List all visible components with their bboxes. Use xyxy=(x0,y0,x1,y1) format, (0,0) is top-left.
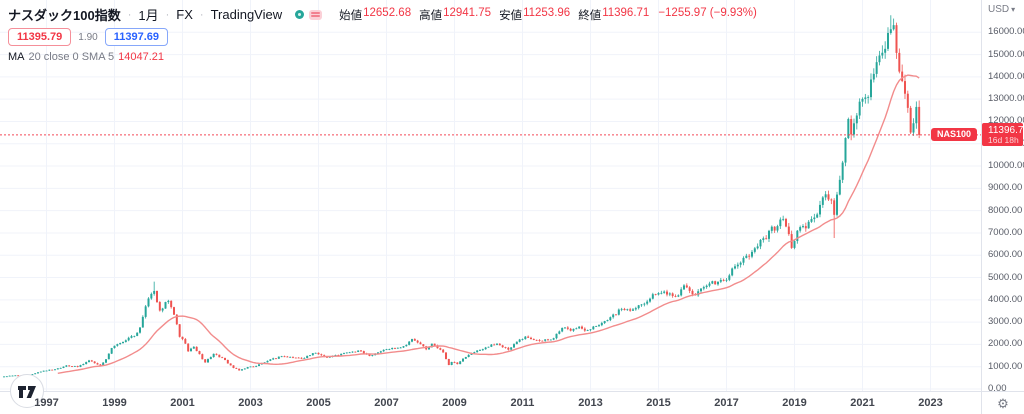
indicator-name: MA xyxy=(8,51,25,63)
market-label: FX xyxy=(176,7,193,22)
tradingview-brand-link[interactable]: TradingView xyxy=(210,7,283,22)
chevron-down-icon: ▾ xyxy=(1011,5,1016,14)
price-tick-label: 2000.00 xyxy=(988,338,1023,350)
change-value: −1255.97 (−9.93%) xyxy=(658,6,757,19)
currency-dropdown[interactable]: USD ▾ xyxy=(988,4,1015,15)
open-label: 始値 xyxy=(339,9,363,22)
price-tick-label: 15000.00 xyxy=(988,48,1024,60)
symbol-title[interactable]: ナスダック100指数 xyxy=(8,8,121,23)
time-tick-label: 2011 xyxy=(510,397,535,409)
sell-bid-button[interactable]: 11395.79 xyxy=(8,28,72,46)
indicator-value: 14047.21 xyxy=(118,51,164,63)
time-tick-label: 1997 xyxy=(34,397,59,409)
separator-dot: · xyxy=(165,8,170,21)
timeframe-label[interactable]: 1月 xyxy=(138,8,159,23)
bar-countdown: 16d 18h xyxy=(988,135,1019,146)
price-tick-label: 3000.00 xyxy=(988,316,1023,328)
spread-value: 1.90 xyxy=(78,31,98,43)
current-price-badge: 11396.71 16d 18h xyxy=(982,123,1024,147)
price-tick-label: 9000.00 xyxy=(988,182,1023,194)
time-axis[interactable]: 1997 1999 2001 2003 2005 2007 2009 2011 2013 2015… xyxy=(0,392,981,414)
high-value: 12941.75 xyxy=(443,6,492,19)
price-tick-label: 10000.00 xyxy=(988,160,1024,172)
low-value: 11253.96 xyxy=(523,6,571,19)
price-tick-label: 0.00 xyxy=(988,383,1007,394)
tradingview-logo-glyph xyxy=(18,385,36,398)
close-value: 11396.71 xyxy=(602,6,650,19)
time-axis-border xyxy=(0,391,1024,392)
time-tick-label: 2019 xyxy=(782,397,807,409)
time-tick-label: 2007 xyxy=(374,397,399,409)
news-stripes-icon[interactable] xyxy=(309,9,323,20)
indicator-params: 20 close 0 SMA 5 xyxy=(28,51,115,63)
price-tick-label: 8000.00 xyxy=(988,204,1023,216)
price-tick-label: 4000.00 xyxy=(988,293,1023,305)
price-tick-label: 6000.00 xyxy=(988,249,1023,261)
price-tick-label: 12000.00 xyxy=(988,115,1024,127)
time-tick-label: 1999 xyxy=(102,397,127,409)
high-label: 高値 xyxy=(419,9,443,22)
price-tick-label: 16000.00 xyxy=(988,26,1024,38)
buy-ask-button[interactable]: 11397.69 xyxy=(104,28,169,46)
separator-dot: · xyxy=(127,8,132,21)
close-label: 終値 xyxy=(578,9,602,22)
price-tick-label: 13000.00 xyxy=(988,93,1024,105)
price-tick-label: 14000.00 xyxy=(988,70,1024,82)
currency-label: USD xyxy=(988,4,1010,15)
time-tick-label: 2009 xyxy=(442,397,467,409)
price-tick-label: 7000.00 xyxy=(988,226,1023,238)
separator-dot: · xyxy=(199,8,204,21)
axis-settings-corner: ⚙ xyxy=(982,392,1024,414)
tradingview-logo[interactable] xyxy=(10,374,44,408)
chart-header: ナスダック100指数 · 1月 · FX · TradingView 始値 126… xyxy=(8,5,757,63)
time-tick-label: 2017 xyxy=(714,397,739,409)
time-tick-label: 2013 xyxy=(578,397,603,409)
time-tick-label: 2023 xyxy=(918,397,943,409)
indicator-row: MA 20 close 0 SMA 5 14047.21 xyxy=(8,51,757,63)
settings-gear-icon[interactable]: ⚙ xyxy=(997,395,1009,411)
time-tick-label: 2001 xyxy=(170,397,195,409)
price-axis[interactable]: USD▾ 11396.71 16d 18h 0.00 1000.00 2000.00… xyxy=(982,0,1024,394)
symbol-price-flag: NAS100 xyxy=(930,128,977,142)
price-axis-border xyxy=(981,0,982,414)
time-tick-label: 2003 xyxy=(238,397,263,409)
low-label: 安値 xyxy=(499,9,523,22)
price-tick-label: 5000.00 xyxy=(988,271,1023,283)
time-tick-label: 2021 xyxy=(850,397,875,409)
ohlc-readout: 始値 12652.68 高値 12941.75 安値 11253.96 終値 11396… xyxy=(339,7,757,23)
time-tick-label: 2005 xyxy=(306,397,331,409)
open-value: 12652.68 xyxy=(363,6,412,19)
time-tick-label: 2015 xyxy=(646,397,671,409)
price-tick-label: 1000.00 xyxy=(988,360,1023,372)
market-status-dot-icon[interactable] xyxy=(295,10,305,19)
current-price-value: 11396.71 xyxy=(988,125,1024,137)
